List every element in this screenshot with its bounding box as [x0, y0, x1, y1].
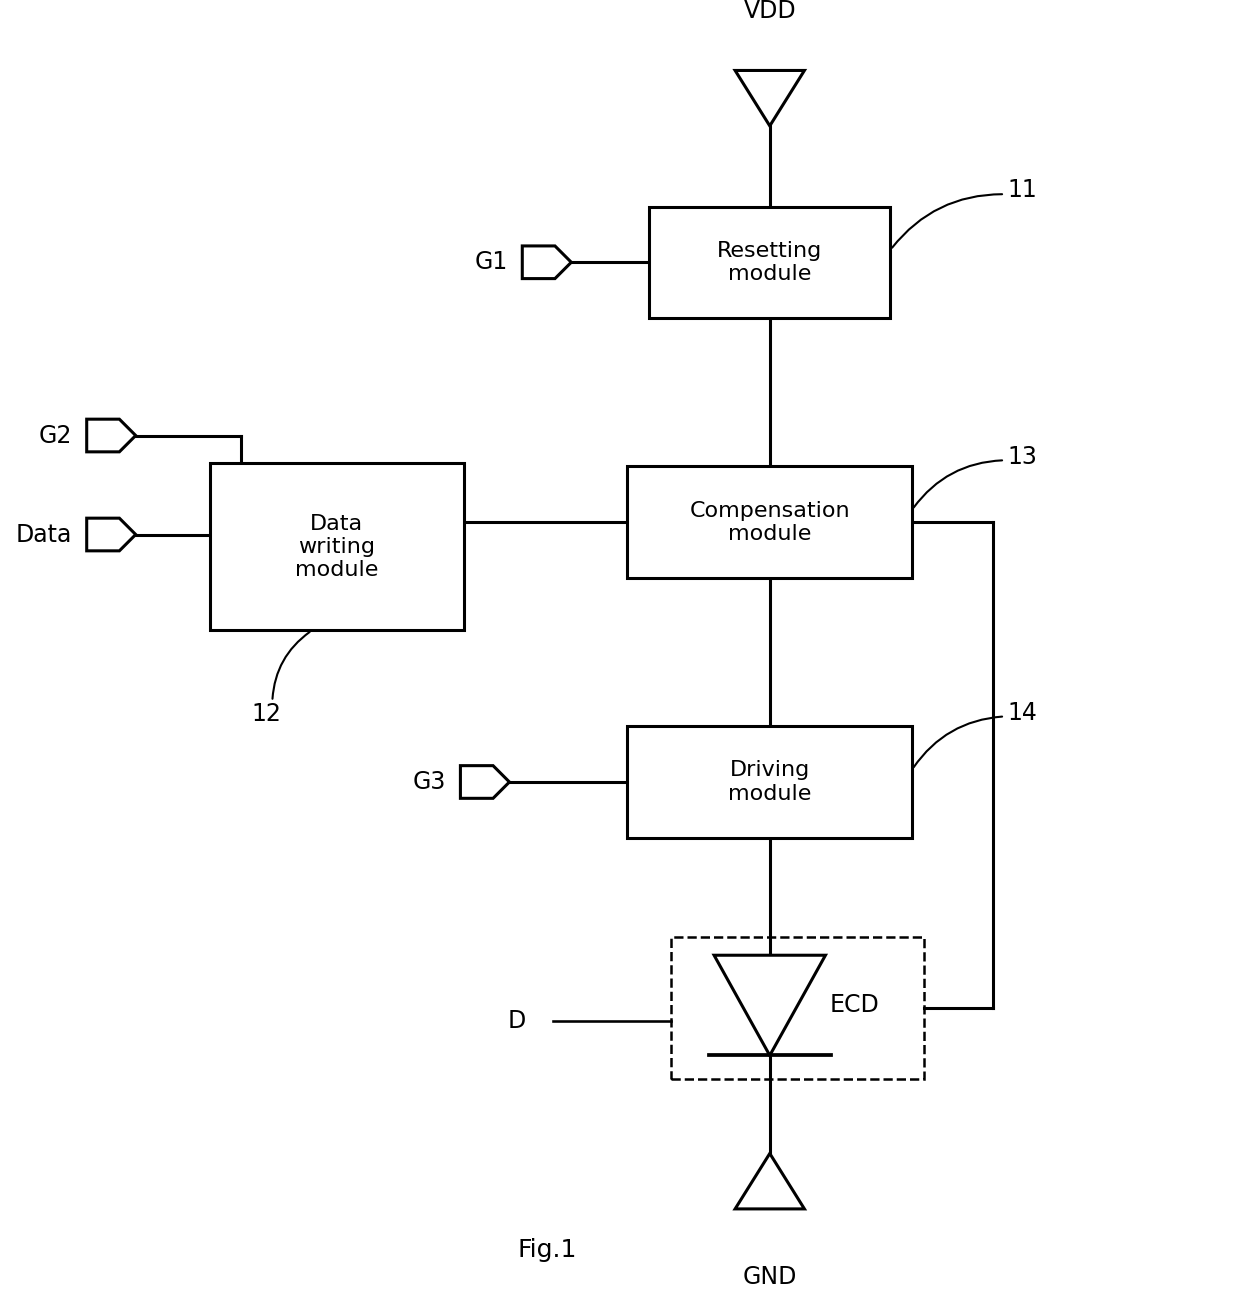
Text: ECD: ECD	[830, 993, 879, 1017]
Bar	[627, 727, 913, 837]
Polygon shape	[714, 956, 826, 1056]
Text: Data: Data	[15, 523, 72, 546]
Polygon shape	[87, 519, 135, 551]
Text: 14: 14	[1007, 701, 1037, 724]
Text: Fig.1: Fig.1	[517, 1238, 577, 1262]
Polygon shape	[87, 419, 135, 452]
Text: Data
writing
module: Data writing module	[295, 514, 378, 580]
Polygon shape	[460, 766, 510, 798]
Text: Compensation
module: Compensation module	[689, 500, 851, 543]
Text: G2: G2	[38, 424, 72, 447]
Polygon shape	[735, 70, 805, 126]
Polygon shape	[735, 1153, 805, 1209]
Text: G3: G3	[412, 770, 445, 794]
Bar	[671, 937, 925, 1079]
Text: Resetting
module: Resetting module	[717, 240, 822, 283]
Text: G1: G1	[474, 251, 507, 274]
Text: 13: 13	[1007, 445, 1037, 468]
Bar	[210, 463, 464, 630]
Text: VDD: VDD	[744, 0, 796, 23]
Text: 11: 11	[1007, 178, 1037, 203]
Text: Driving
module: Driving module	[728, 760, 811, 803]
Bar	[627, 467, 913, 577]
Bar	[649, 207, 890, 318]
Text: 12: 12	[252, 702, 281, 725]
Text: D: D	[507, 1009, 526, 1032]
Polygon shape	[522, 246, 572, 278]
Text: GND: GND	[743, 1265, 797, 1288]
